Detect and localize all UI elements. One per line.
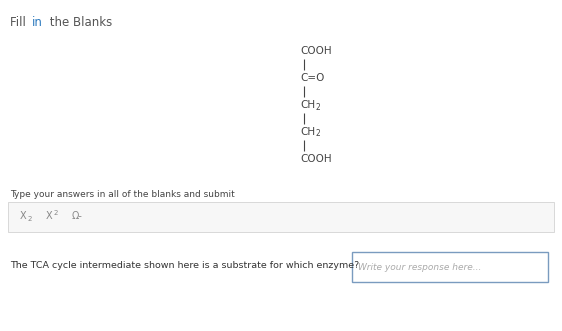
Bar bbox=[352, 252, 548, 282]
Text: the Blanks: the Blanks bbox=[46, 16, 112, 29]
Bar bbox=[8, 202, 554, 232]
Text: Type your answers in all of the blanks and submit: Type your answers in all of the blanks a… bbox=[10, 190, 235, 199]
Text: 2: 2 bbox=[28, 216, 33, 222]
Text: CH: CH bbox=[300, 127, 315, 137]
Text: in: in bbox=[32, 16, 43, 29]
Text: The TCA cycle intermediate shown here is a substrate for which enzyme?: The TCA cycle intermediate shown here is… bbox=[10, 260, 359, 269]
Text: X: X bbox=[20, 211, 26, 221]
Text: Write your response here...: Write your response here... bbox=[358, 262, 482, 271]
Text: CH: CH bbox=[300, 100, 315, 110]
Text: 2: 2 bbox=[316, 129, 321, 138]
Text: COOH: COOH bbox=[300, 46, 332, 56]
Text: C=O: C=O bbox=[300, 73, 324, 83]
Text: X: X bbox=[46, 211, 53, 221]
Text: 2: 2 bbox=[316, 103, 321, 112]
Text: Fill: Fill bbox=[10, 16, 30, 29]
Text: Ω-: Ω- bbox=[72, 211, 83, 221]
Text: 2: 2 bbox=[54, 210, 58, 216]
Text: COOH: COOH bbox=[300, 154, 332, 164]
